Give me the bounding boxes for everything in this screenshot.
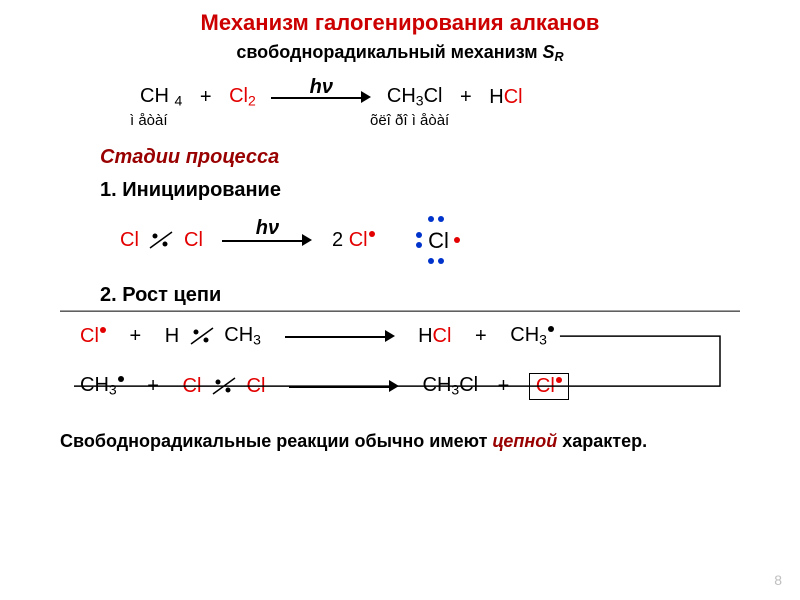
overall-reaction: CH 4 + Cl2 hν CH3Cl + HCl ì åòàí õëî ðî … xyxy=(0,82,800,112)
p1-plus1: + xyxy=(129,325,141,348)
main-title-text: Механизм галогенирования алканов xyxy=(201,10,600,35)
step2-title-text: 2. Рост цепи xyxy=(100,284,221,306)
init-cl-right: Cl xyxy=(184,229,203,252)
propagation-step-1: Cl + H CH3 HCl + CH3 xyxy=(0,321,800,351)
rx1-plus1: + xyxy=(200,86,212,109)
radical-dot-icon xyxy=(118,376,124,382)
init-cl-left: Cl xyxy=(120,229,139,252)
bottom-prefix: Свободнорадикальные реакции обычно имеют xyxy=(60,431,492,451)
p1-ch3-radical: CH3 xyxy=(510,324,554,348)
lewis-cl-atom: Cl xyxy=(410,212,466,268)
p2-arrow xyxy=(289,371,399,401)
p2-cl-right: Cl xyxy=(247,375,266,398)
rx1-ch4: CH 4 xyxy=(140,85,182,109)
edot2 xyxy=(163,242,168,247)
edot1 xyxy=(153,234,158,239)
main-title: Механизм галогенирования алканов xyxy=(0,10,800,36)
p1-ch3: CH3 xyxy=(224,324,261,348)
p1-hcl: HCl xyxy=(418,325,451,348)
edot2 xyxy=(225,388,230,393)
rx1-arrow: hν xyxy=(271,82,371,112)
stages-title-text: Стадии процесса xyxy=(100,146,279,168)
radical-dot-icon xyxy=(548,326,554,332)
page-number: 8 xyxy=(774,572,782,588)
p2-ch3-radical: CH3 xyxy=(80,374,124,398)
p1-h: H xyxy=(165,325,179,348)
subtitle: свободнорадикальный механизм SR xyxy=(0,42,800,64)
p2-plus2: + xyxy=(498,375,510,398)
rx1-label-methane: ì åòàí xyxy=(130,112,168,129)
edot2 xyxy=(203,338,208,343)
rx1-label-chloromethane: õëî ðî ì åòàí xyxy=(370,112,449,129)
radical-dot-icon xyxy=(556,377,562,383)
p2-ch3cl: CH3Cl xyxy=(423,374,479,398)
bottom-suffix: характер. xyxy=(557,431,647,451)
init-arrow: hν xyxy=(222,225,312,255)
bond-cleave-icon xyxy=(209,376,239,396)
init-arrow-label: hν xyxy=(222,217,312,240)
edot1 xyxy=(193,330,198,335)
rx1-cl2: Cl2 xyxy=(229,85,256,109)
rx1-hcl: HCl xyxy=(489,86,522,109)
p2-cl-left: Cl xyxy=(183,375,202,398)
radical-dot-icon xyxy=(369,231,375,237)
stages-title: Стадии процесса xyxy=(0,146,800,169)
p1-arrow xyxy=(285,321,395,351)
step1-title-text: 1. Инициирование xyxy=(100,179,281,201)
p1-cl-radical: Cl xyxy=(80,325,106,348)
init-cl-radical: Cl xyxy=(349,229,375,252)
subtitle-prefix: свободнорадикальный механизм xyxy=(236,42,542,62)
p2-cl-radical-box: Cl xyxy=(529,373,569,400)
edot1 xyxy=(215,380,220,385)
rx1-arrow-label: hν xyxy=(271,76,371,99)
p1-plus2: + xyxy=(475,325,487,348)
subtitle-mech-sub: R xyxy=(555,50,564,64)
bond-cleave-icon xyxy=(146,230,176,250)
radical-dot-icon xyxy=(100,327,106,333)
bottom-statement: Свободнорадикальные реакции обычно имеют… xyxy=(0,431,800,452)
propagation-step-2: CH3 + Cl Cl CH3Cl + Cl xyxy=(0,371,800,401)
bond-cleave-icon xyxy=(187,326,217,346)
step1-title: 1. Инициирование xyxy=(0,179,800,202)
p2-plus1: + xyxy=(147,375,159,398)
initiation-reaction: Cl Cl hν 2 Cl Cl xyxy=(0,212,800,268)
rx1-plus2: + xyxy=(460,86,472,109)
rx1-ch3cl: CH3Cl xyxy=(387,85,443,109)
bottom-em: цепной xyxy=(492,431,557,451)
subtitle-mech: S xyxy=(543,42,555,62)
init-coef: 2 xyxy=(332,229,343,252)
lewis-odd xyxy=(454,237,460,243)
step2-title: 2. Рост цепи xyxy=(0,284,800,307)
